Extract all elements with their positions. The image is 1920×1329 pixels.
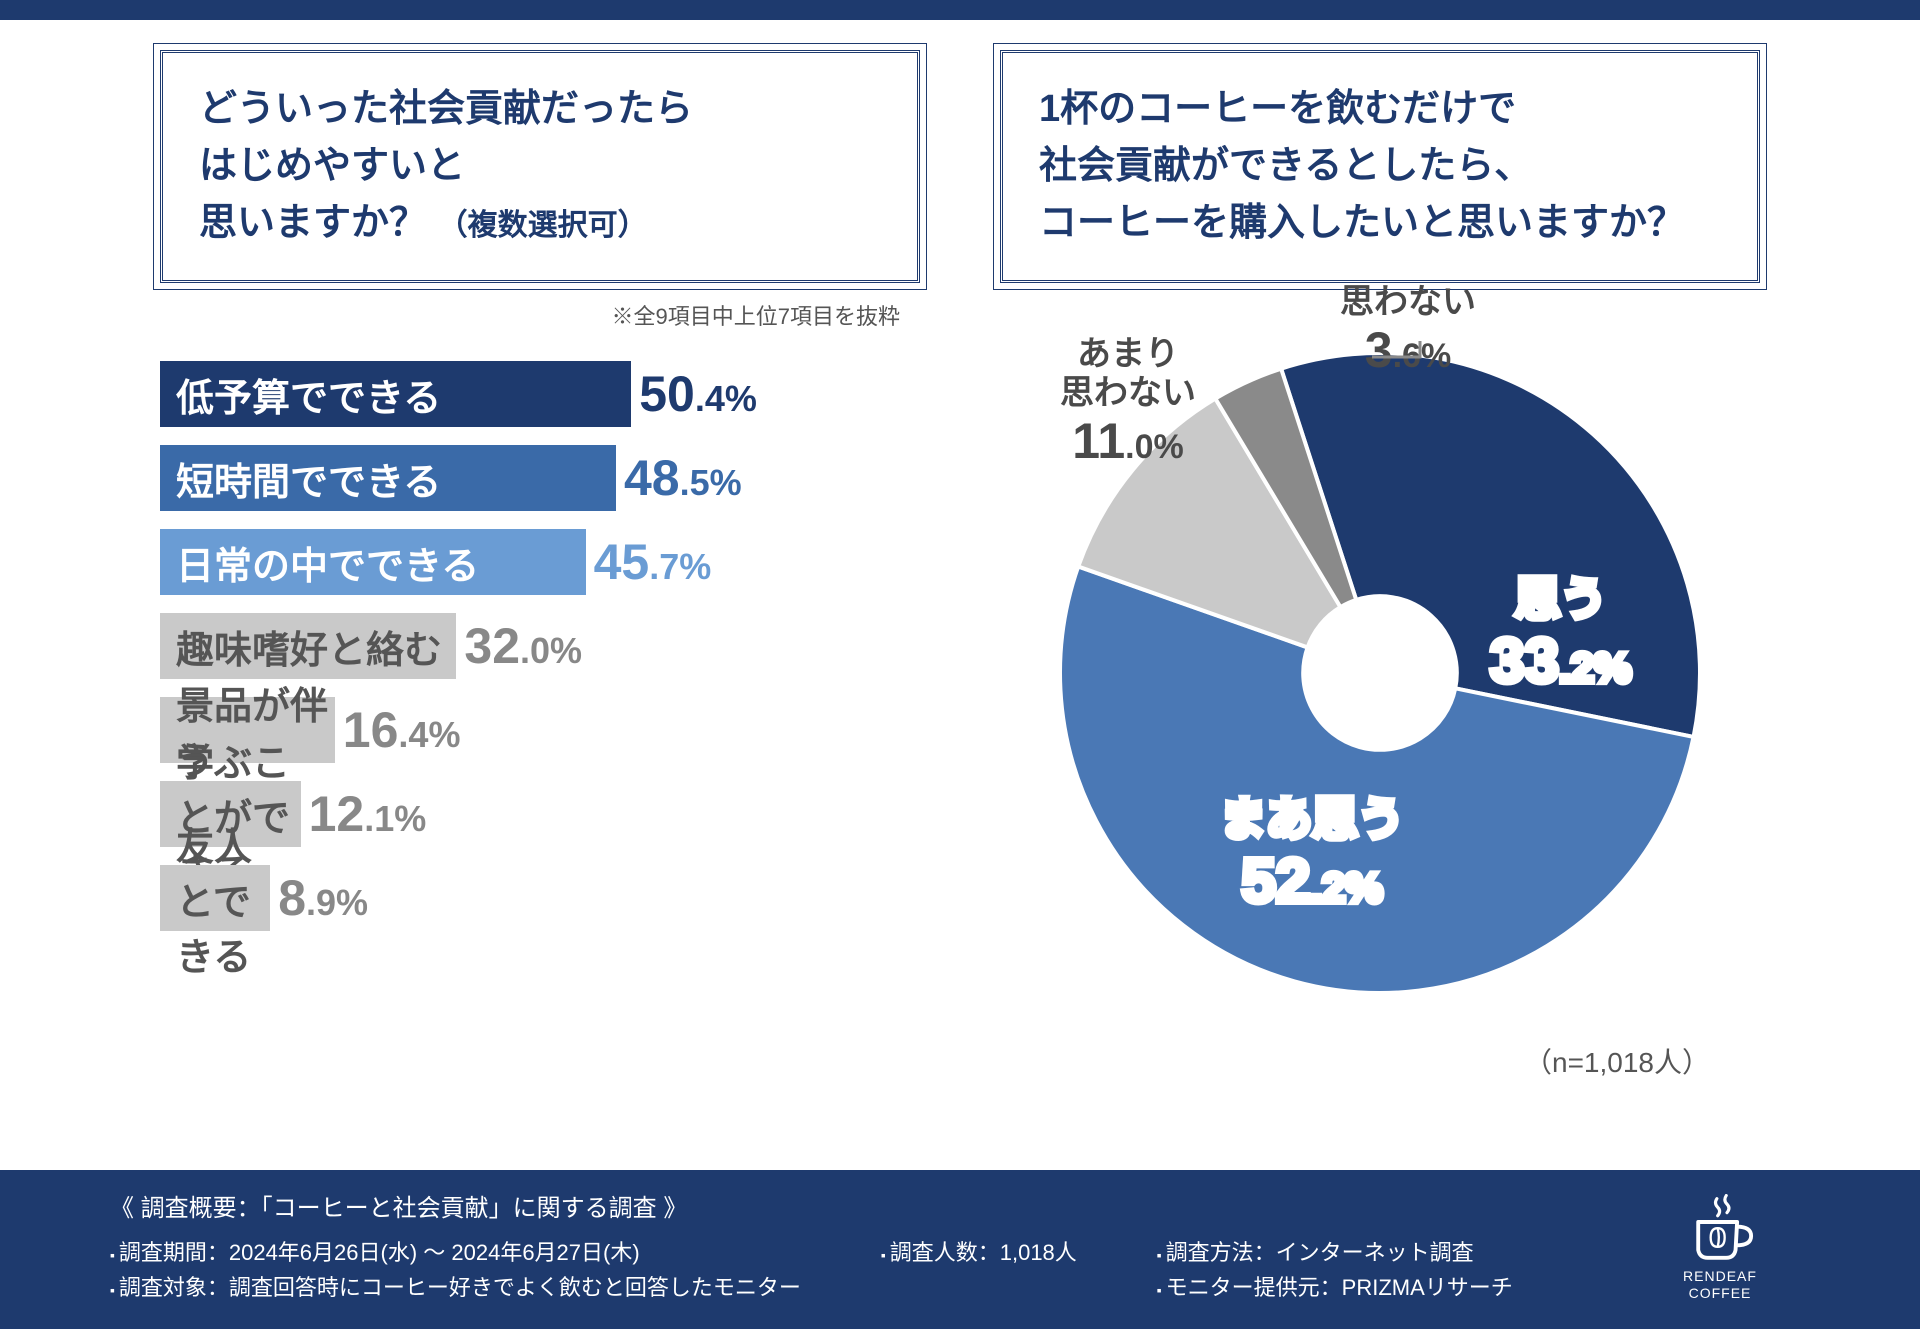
- coffee-cup-icon: [1680, 1194, 1760, 1264]
- right-q-line2: 社会貢献ができるとしたら、: [1039, 145, 1532, 187]
- main-content: どういった社会貢献だったら はじめやすいと 思いますか？ （複数選択可） ※全9…: [0, 20, 1920, 1101]
- top-bar: [0, 0, 1920, 20]
- bar-row: 日常の中でできる45.7%: [160, 529, 920, 595]
- footer-title: 《 調査概要：「コーヒーと社会貢献」に関する調査 》: [110, 1190, 1513, 1228]
- footer-columns: 調査期間：2024年6月26日(水) 〜 2024年6月27日(木) 調査対象：…: [110, 1235, 1513, 1305]
- left-q-line2: はじめやすいと: [199, 145, 465, 187]
- bar-value: 45.7%: [594, 533, 712, 591]
- footer-count: 調査人数：1,018人: [881, 1235, 1077, 1270]
- footer-col-2: 調査人数：1,018人: [881, 1235, 1077, 1305]
- bar-row: 趣味嗜好と絡む32.0%: [160, 613, 920, 679]
- bar-value: 8.9%: [278, 869, 368, 927]
- right-question-text: 1杯のコーヒーを飲むだけで 社会貢献ができるとしたら、 コーヒーを購入したいと思…: [1039, 81, 1721, 252]
- bar-row: 低予算でできる50.4%: [160, 361, 920, 427]
- footer: 《 調査概要：「コーヒーと社会貢献」に関する調査 》 調査期間：2024年6月2…: [0, 1170, 1920, 1329]
- footer-period: 調査期間：2024年6月26日(水) 〜 2024年6月27日(木): [110, 1235, 801, 1270]
- donut-chart: 思う33.2%まあ思う52.2%あまり思わない11.0%思わない3.6%: [1020, 313, 1740, 1033]
- bar-value: 16.4%: [343, 701, 461, 759]
- donut-label: まあ思う52.2%: [1220, 793, 1404, 917]
- footer-text: 《 調査概要：「コーヒーと社会貢献」に関する調査 》 調査期間：2024年6月2…: [110, 1190, 1513, 1305]
- sample-size: （n=1,018人）: [1000, 1041, 1760, 1081]
- left-panel: どういった社会貢献だったら はじめやすいと 思いますか？ （複数選択可） ※全9…: [160, 50, 920, 1081]
- left-q-line3: 思いますか？: [199, 202, 427, 244]
- bar: 友人とできる: [160, 865, 270, 931]
- bar-chart: 低予算でできる50.4% 短時間でできる48.5% 日常の中でできる45.7% 趣味嗜…: [160, 361, 920, 931]
- bar-row: 学ぶことができる12.1%: [160, 781, 920, 847]
- right-panel: 1杯のコーヒーを飲むだけで 社会貢献ができるとしたら、 コーヒーを購入したいと思…: [1000, 50, 1760, 1081]
- donut-label: あまり思わない11.0%: [1060, 335, 1196, 471]
- bar: 趣味嗜好と絡む: [160, 613, 456, 679]
- footer-col-1: 調査期間：2024年6月26日(水) 〜 2024年6月27日(木) 調査対象：…: [110, 1235, 801, 1305]
- donut-label: 思う33.2%: [1490, 573, 1631, 697]
- left-q-line1: どういった社会貢献だったら: [199, 88, 693, 130]
- donut-label: 思わない3.6%: [1340, 283, 1476, 380]
- bar: 低予算でできる: [160, 361, 631, 427]
- footer-target: 調査対象：調査回答時にコーヒー好きでよく飲むと回答したモニター: [110, 1270, 801, 1305]
- bar-row: 短時間でできる48.5%: [160, 445, 920, 511]
- bar: 短時間でできる: [160, 445, 616, 511]
- footer-col-3: 調査方法：インターネット調査 モニター提供元：PRIZMAリサーチ: [1157, 1235, 1513, 1305]
- left-q-sub: （複数選択可）: [438, 209, 648, 242]
- footer-source: モニター提供元：PRIZMAリサーチ: [1157, 1270, 1513, 1305]
- left-note: ※全9項目中上位7項目を抜粋: [160, 299, 900, 331]
- bar-value: 48.5%: [624, 449, 742, 507]
- left-question-box: どういった社会貢献だったら はじめやすいと 思いますか？ （複数選択可）: [160, 50, 920, 283]
- bar: 日常の中でできる: [160, 529, 586, 595]
- right-question-box: 1杯のコーヒーを飲むだけで 社会貢献ができるとしたら、 コーヒーを購入したいと思…: [1000, 50, 1760, 283]
- footer-method: 調査方法：インターネット調査: [1157, 1235, 1513, 1270]
- right-q-line1: 1杯のコーヒーを飲むだけで: [1039, 88, 1516, 130]
- bar-value: 50.4%: [639, 365, 757, 423]
- bar-value: 12.1%: [309, 785, 427, 843]
- logo-text: RENDEAF COFFEE: [1683, 1268, 1757, 1302]
- brand-logo: RENDEAF COFFEE: [1680, 1194, 1760, 1302]
- left-question-text: どういった社会貢献だったら はじめやすいと 思いますか？ （複数選択可）: [199, 81, 881, 252]
- bar-value: 32.0%: [464, 617, 582, 675]
- right-q-line3: コーヒーを購入したいと思いますか？: [1039, 202, 1685, 244]
